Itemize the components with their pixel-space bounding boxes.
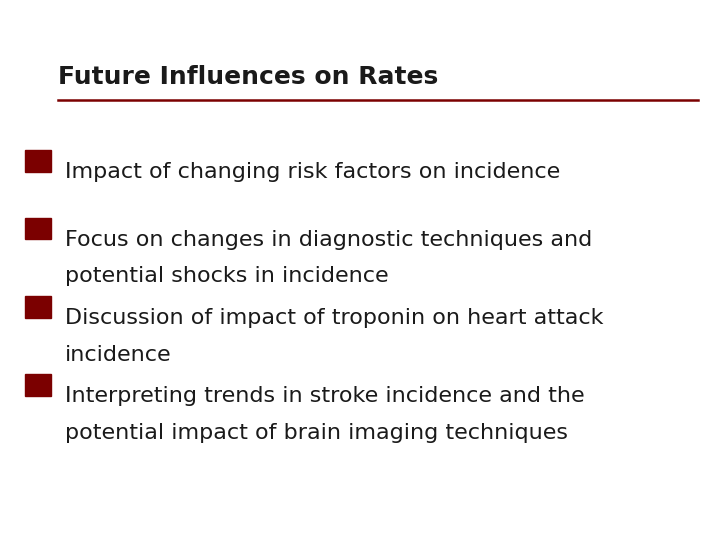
FancyBboxPatch shape xyxy=(25,296,51,318)
Text: Discussion of impact of troponin on heart attack: Discussion of impact of troponin on hear… xyxy=(65,308,603,328)
FancyBboxPatch shape xyxy=(25,218,51,239)
Text: Future Influences on Rates: Future Influences on Rates xyxy=(58,65,438,89)
Text: potential shocks in incidence: potential shocks in incidence xyxy=(65,266,388,286)
Text: Focus on changes in diagnostic techniques and: Focus on changes in diagnostic technique… xyxy=(65,230,592,249)
Text: potential impact of brain imaging techniques: potential impact of brain imaging techni… xyxy=(65,423,568,443)
Text: incidence: incidence xyxy=(65,345,171,364)
Text: Impact of changing risk factors on incidence: Impact of changing risk factors on incid… xyxy=(65,162,560,182)
FancyBboxPatch shape xyxy=(25,374,51,396)
FancyBboxPatch shape xyxy=(25,150,51,172)
Text: Interpreting trends in stroke incidence and the: Interpreting trends in stroke incidence … xyxy=(65,386,585,406)
